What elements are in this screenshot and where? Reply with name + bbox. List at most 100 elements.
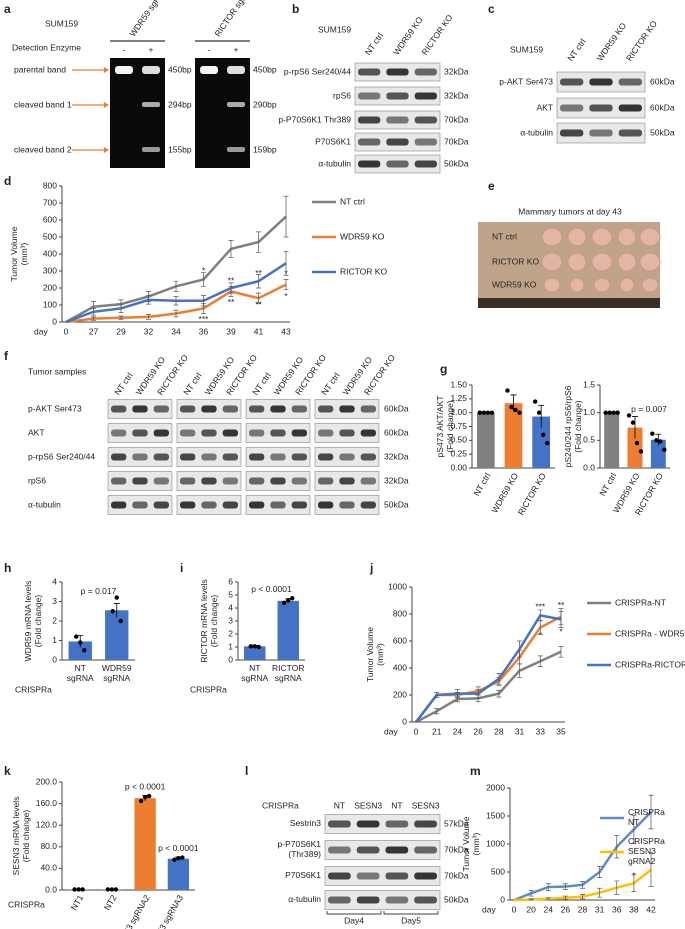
band (385, 896, 409, 904)
enzyme-state: - (123, 44, 126, 54)
y-tick-label: 1000 (388, 581, 407, 591)
cell-line: SUM159 (45, 18, 78, 28)
band (356, 896, 380, 904)
gel-band (227, 66, 245, 74)
y-tick-label: 1.5 (583, 379, 595, 389)
gel-band (142, 147, 160, 152)
band (386, 92, 409, 100)
lane-label: NT (391, 800, 402, 810)
panel-letter: a (4, 2, 11, 16)
y-tick-label: 0.5 (583, 435, 595, 445)
band (201, 429, 217, 437)
band (589, 104, 613, 112)
tumor (591, 227, 613, 247)
y-tick-label: 0.25 (450, 448, 467, 458)
band (414, 160, 437, 168)
x-tick-label: 33 (536, 726, 546, 736)
band (358, 92, 381, 100)
error-bar (545, 883, 551, 891)
arrow-head (104, 67, 109, 73)
band (270, 501, 286, 509)
data-point (172, 857, 177, 862)
y-tick-label: 0 (52, 654, 57, 664)
row-label: p-rpS6 Ser240/44 (28, 451, 95, 461)
data-point (615, 410, 620, 415)
y-tick-label: 80.0 (40, 841, 57, 851)
annotation: p = 0.017 (81, 586, 117, 596)
row-label: NT ctrl (492, 231, 517, 241)
band (414, 820, 437, 828)
error-bar (434, 708, 440, 715)
error-bar (118, 315, 124, 320)
x-tick-label: 43 (281, 326, 291, 336)
band (132, 429, 148, 437)
legend-label: CRISPRa-RICTOR (615, 659, 685, 669)
legend-label: RICTOR KO (340, 266, 387, 276)
data-point (176, 855, 181, 861)
band (618, 104, 642, 112)
band (249, 405, 265, 413)
band (360, 429, 376, 437)
error-bar (538, 405, 545, 428)
x-tick-label: NT ctrl (471, 471, 492, 498)
data-point (286, 598, 291, 603)
row-label: p-P70S6K1 Thr389 (278, 114, 351, 124)
y-axis-label: pS473 AKT/AKT(Fold change) (435, 396, 455, 458)
blot-strip (324, 814, 441, 834)
band (414, 138, 437, 146)
annotation: p < 0.0001 (251, 584, 292, 594)
error-bar (283, 195, 289, 238)
band (222, 429, 238, 437)
annotation: p = 0.007 (631, 404, 667, 414)
y-tick-label: 0.75 (450, 421, 467, 431)
bar (167, 858, 190, 890)
x-tick-label: NT ctrl (597, 471, 618, 498)
error-bar (597, 887, 603, 898)
size-label: 60kDa (384, 427, 409, 437)
data-point (142, 794, 148, 800)
y-axis-label: Tumor Volume(mm³) (365, 627, 385, 682)
band (358, 138, 381, 146)
size-label: 50kDa (384, 499, 409, 509)
band (291, 477, 307, 485)
band (339, 453, 355, 461)
legend-label: WDR59 KO (340, 231, 385, 241)
x-tick-label: 34 (171, 326, 181, 336)
error-bar (597, 866, 603, 878)
data-point (80, 887, 85, 892)
y-tick-label: 800 (393, 608, 407, 618)
band (318, 477, 334, 485)
panel-letter: g (440, 362, 447, 376)
y-tick-label: 4 (228, 602, 233, 612)
y-tick-label: 0.0 (583, 462, 595, 472)
enzyme-state: + (234, 44, 239, 54)
row-label: RICTOR KO (492, 256, 539, 266)
data-point (248, 644, 253, 649)
row-label: rpS6 (28, 475, 46, 485)
y-axis-label: WDR59 mRNA levels(Fold change) (23, 581, 43, 662)
x-tick-label: 28 (578, 904, 588, 914)
size-label: 32kDa (384, 475, 409, 485)
band (111, 501, 127, 509)
condition: CRISPRa (262, 800, 299, 810)
band (328, 846, 351, 854)
tumor (619, 277, 635, 293)
data-point (481, 410, 487, 415)
panel-letter: e (488, 179, 495, 193)
blot-strip (324, 890, 441, 910)
data-point (109, 887, 115, 892)
panel-letter: f (4, 349, 9, 363)
size-label: 60kDa (650, 76, 675, 86)
blot-strip (324, 840, 441, 860)
band (358, 116, 381, 124)
size-label: 155bp (168, 144, 192, 154)
band (249, 477, 265, 485)
data-point (626, 413, 632, 418)
data-point (74, 634, 79, 639)
y-axis-label: Tumor Volume(mm³) (461, 816, 481, 871)
band (291, 501, 307, 509)
y-tick-label: 0 (228, 654, 233, 664)
data-point (536, 410, 542, 415)
band (132, 477, 148, 485)
error-bar (173, 296, 179, 306)
